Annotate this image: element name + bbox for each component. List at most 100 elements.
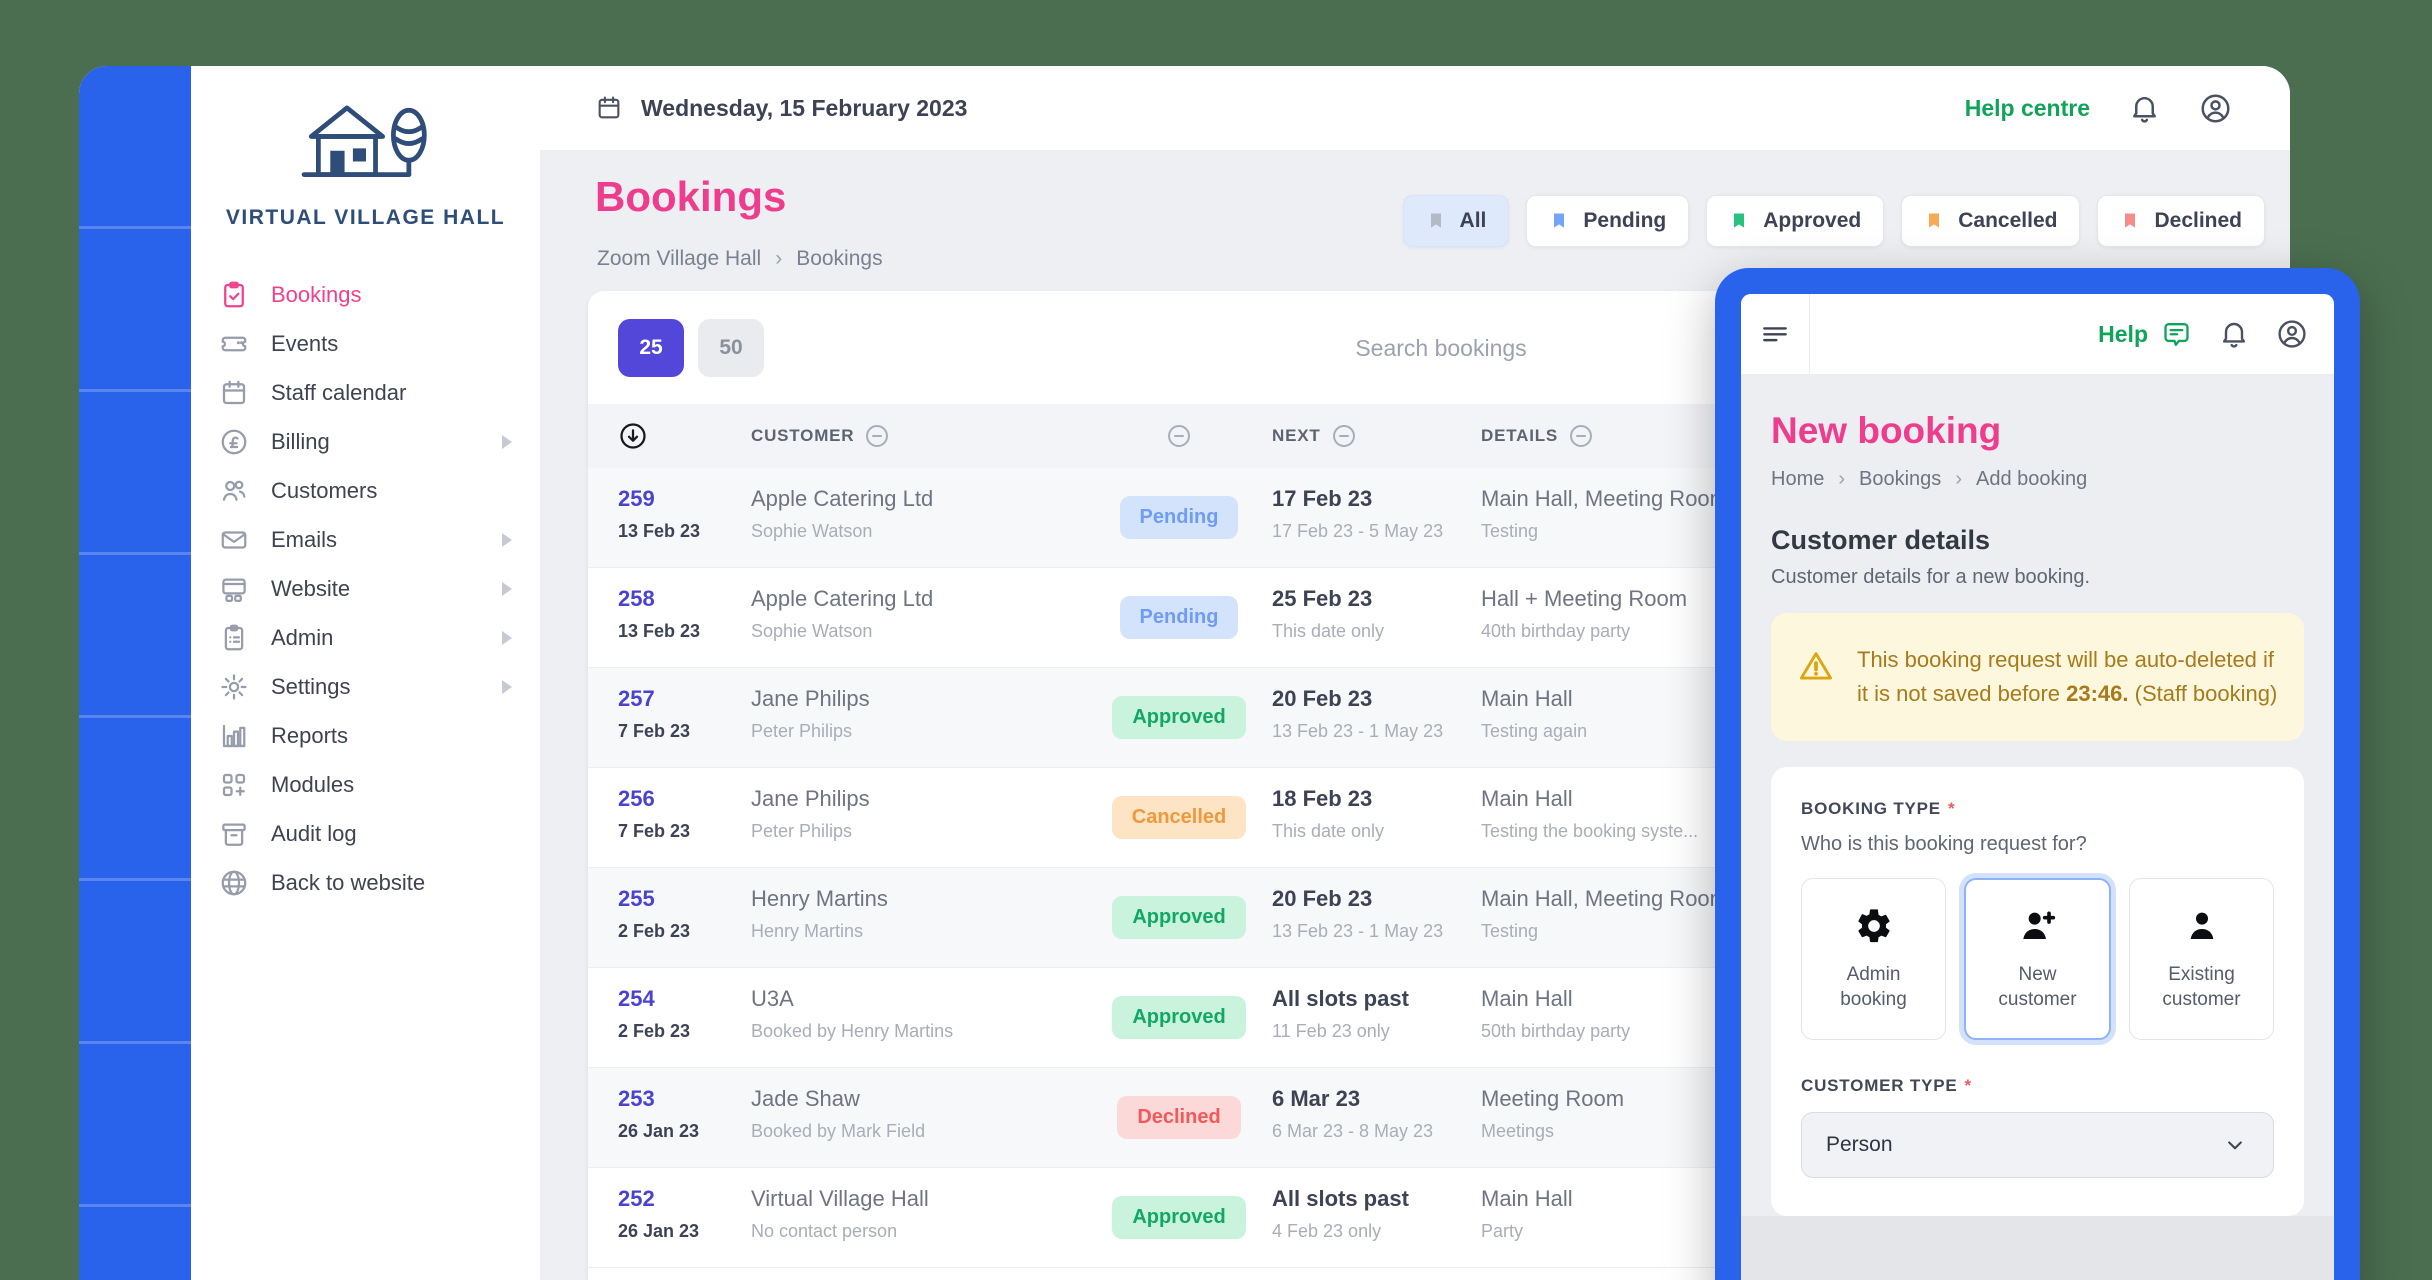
sidebar-item-reports[interactable]: Reports bbox=[191, 711, 540, 760]
page-title: New booking bbox=[1771, 410, 2002, 451]
required-asterisk: * bbox=[1947, 799, 1956, 819]
filter-chip-approved[interactable]: Approved bbox=[1706, 195, 1885, 247]
sidebar-item-events[interactable]: Events bbox=[191, 319, 540, 368]
collapse-column-icon[interactable] bbox=[1568, 423, 1594, 449]
sort-direction-icon[interactable] bbox=[618, 421, 648, 451]
next-date: 25 Feb 23 bbox=[1272, 586, 1373, 611]
collapse-column-icon[interactable] bbox=[864, 423, 890, 449]
filter-chip-all[interactable]: All bbox=[1402, 195, 1510, 247]
sidebar-item-admin[interactable]: Admin bbox=[191, 613, 540, 662]
sidebar-item-website[interactable]: Website bbox=[191, 564, 540, 613]
next-date: 18 Feb 23 bbox=[1272, 786, 1373, 811]
notifications-bell-icon[interactable] bbox=[2218, 318, 2250, 350]
section-subtitle: Customer details for a new booking. bbox=[1771, 566, 2091, 588]
sidebar-item-bookings[interactable]: Bookings bbox=[191, 270, 540, 319]
sidebar-item-settings[interactable]: Settings bbox=[191, 662, 540, 711]
section-title: Customer details bbox=[1771, 525, 1991, 555]
booking-description: Testing again bbox=[1481, 721, 1588, 741]
date-range: 6 Mar 23 - 8 May 23 bbox=[1272, 1121, 1434, 1141]
sidebar-item-back-to-website[interactable]: Back to website bbox=[191, 858, 540, 907]
account-avatar-icon[interactable] bbox=[2199, 92, 2232, 125]
page-size-50[interactable]: 50 bbox=[698, 318, 764, 377]
details-column-header: DETAILS bbox=[1481, 404, 1594, 468]
filter-chip-label: All bbox=[1459, 209, 1487, 232]
status-badge: Approved bbox=[1112, 896, 1246, 939]
booking-id[interactable]: 255 bbox=[618, 886, 655, 911]
contact-name: No contact person bbox=[751, 1221, 898, 1241]
sidebar-item-modules[interactable]: Modules bbox=[191, 760, 540, 809]
booking-rooms: Main Hall bbox=[1481, 1186, 1573, 1211]
required-asterisk: * bbox=[1964, 1076, 1972, 1096]
breadcrumb-item[interactable]: Bookings bbox=[796, 247, 883, 270]
customer-type-select[interactable]: Person bbox=[1801, 1112, 2274, 1179]
sidebar-item-customers[interactable]: Customers bbox=[191, 466, 540, 515]
contact-name: Booked by Henry Martins bbox=[751, 1021, 954, 1041]
filter-chip-cancelled[interactable]: Cancelled bbox=[1901, 195, 2081, 247]
next-date: 6 Mar 23 bbox=[1272, 1086, 1361, 1111]
notifications-bell-icon[interactable] bbox=[2128, 92, 2161, 125]
breadcrumb-item[interactable]: Bookings bbox=[1859, 468, 1942, 490]
sidebar-item-icon bbox=[219, 623, 249, 653]
booking-id[interactable]: 253 bbox=[618, 1086, 655, 1111]
submenu-chevron-icon bbox=[502, 532, 512, 547]
sidebar-nav: Bookings Events Staff calendar Billing bbox=[191, 270, 540, 907]
page-size-25[interactable]: 25 bbox=[618, 318, 684, 377]
filter-chip-declined[interactable]: Declined bbox=[2097, 195, 2265, 247]
sidebar-item-icon bbox=[219, 672, 249, 702]
booking-type-option-existing-customer[interactable]: Existing customer bbox=[2129, 878, 2274, 1041]
sidebar-item-label: Website bbox=[271, 575, 351, 601]
current-date: Wednesday, 15 February 2023 bbox=[595, 94, 967, 122]
topbar-actions: Help centre bbox=[1965, 92, 2232, 125]
booking-type-option-admin-booking[interactable]: Admin booking bbox=[1801, 878, 1946, 1041]
booking-created-date: 7 Feb 23 bbox=[618, 721, 691, 741]
sidebar-item-label: Emails bbox=[271, 526, 338, 552]
booking-id[interactable]: 258 bbox=[618, 586, 655, 611]
contact-name: Peter Philips bbox=[751, 821, 853, 841]
booking-description: 50th birthday party bbox=[1481, 1021, 1631, 1041]
option-label: Admin booking bbox=[1840, 963, 1907, 1011]
booking-rooms: Main Hall bbox=[1481, 686, 1573, 711]
sidebar-item-emails[interactable]: Emails bbox=[191, 515, 540, 564]
status-badge: Pending bbox=[1119, 596, 1239, 639]
breadcrumb-item[interactable]: Add booking bbox=[1975, 468, 2088, 490]
customer-name: Virtual Village Hall bbox=[751, 1186, 929, 1211]
mobile-panel-screen: Help New booking Home › Bookings › Add booki… bbox=[1741, 294, 2334, 1280]
customer-name: Jane Philips bbox=[751, 686, 870, 711]
bookmark-icon bbox=[2120, 209, 2140, 233]
booking-rooms: Main Hall bbox=[1481, 986, 1573, 1011]
submenu-chevron-icon bbox=[502, 679, 512, 694]
breadcrumb-separator: › bbox=[1955, 468, 1962, 490]
booking-id[interactable]: 252 bbox=[618, 1186, 655, 1211]
booking-id[interactable]: 257 bbox=[618, 686, 655, 711]
warning-triangle-icon bbox=[1797, 647, 1835, 685]
customer-type-value: Person bbox=[1826, 1133, 1893, 1157]
sidebar-item-staff-calendar[interactable]: Staff calendar bbox=[191, 368, 540, 417]
breadcrumb-item[interactable]: Zoom Village Hall bbox=[597, 247, 762, 270]
breadcrumb-separator: › bbox=[775, 247, 783, 270]
collapse-column-icon[interactable] bbox=[1166, 423, 1192, 449]
booking-type-option-new-customer[interactable]: New customer bbox=[1964, 878, 2111, 1041]
filter-chip-label: Approved bbox=[1763, 209, 1862, 232]
breadcrumb-item[interactable]: Home bbox=[1771, 468, 1825, 490]
help-centre-link[interactable]: Help centre bbox=[1964, 94, 2090, 121]
submenu-chevron-icon bbox=[502, 581, 512, 596]
booking-id[interactable]: 259 bbox=[618, 486, 655, 511]
booking-type-options: Admin booking New customer Existing cust… bbox=[1801, 878, 2274, 1041]
help-chat-icon bbox=[2161, 319, 2192, 350]
menu-hamburger-icon[interactable] bbox=[1741, 294, 1810, 374]
filter-chip-pending[interactable]: Pending bbox=[1526, 195, 1690, 247]
collapse-column-icon[interactable] bbox=[1331, 423, 1357, 449]
booking-type-label: BOOKING TYPE * bbox=[1801, 799, 1956, 819]
date-range: 13 Feb 23 - 1 May 23 bbox=[1272, 921, 1444, 941]
booking-id[interactable]: 254 bbox=[618, 986, 655, 1011]
help-link[interactable]: Help bbox=[2098, 319, 2192, 350]
help-label: Help bbox=[2098, 320, 2148, 347]
contact-name: Booked by Mark Field bbox=[751, 1121, 926, 1141]
sidebar-item-audit-log[interactable]: Audit log bbox=[191, 809, 540, 858]
sidebar-item-billing[interactable]: Billing bbox=[191, 417, 540, 466]
status-badge: Approved bbox=[1112, 1196, 1246, 1239]
sidebar-item-icon bbox=[219, 770, 249, 800]
sidebar-item-label: Audit log bbox=[271, 820, 357, 846]
booking-id[interactable]: 256 bbox=[618, 786, 655, 811]
account-avatar-icon[interactable] bbox=[2276, 318, 2308, 350]
